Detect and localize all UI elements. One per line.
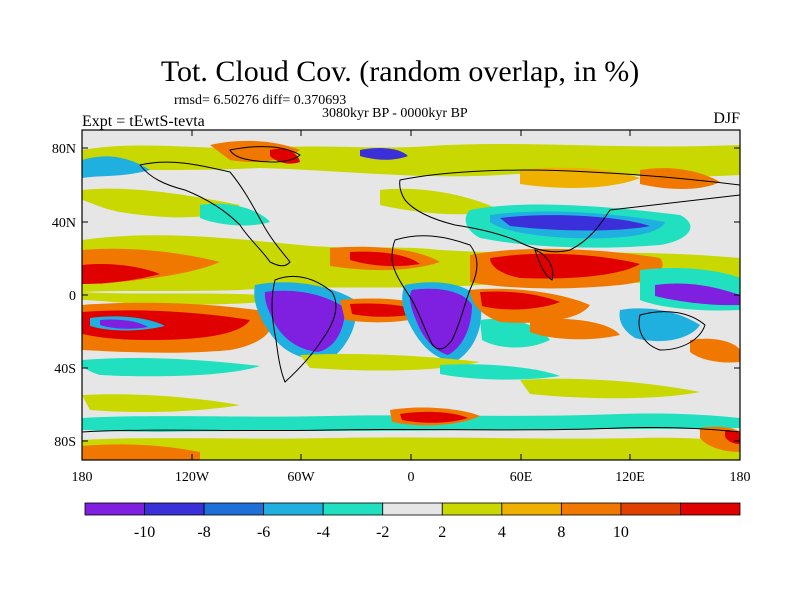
field-region bbox=[350, 251, 420, 267]
time-period: 3080kyr BP - 0000kyr BP bbox=[322, 106, 468, 121]
field-region bbox=[360, 148, 408, 160]
field-region bbox=[520, 378, 700, 399]
lat-tick-label: 40S bbox=[54, 362, 76, 377]
coastline-africa bbox=[391, 235, 478, 350]
field-region bbox=[400, 411, 468, 423]
cloud-cover-field bbox=[82, 130, 740, 460]
coastline-antarctica bbox=[82, 426, 740, 433]
lon-tick-label: 120W bbox=[175, 470, 210, 485]
plot-title: Tot. Cloud Cov. (random overlap, in %) bbox=[160, 55, 640, 88]
field-region bbox=[82, 437, 740, 460]
colorbar-label: 8 bbox=[557, 524, 565, 541]
coastline-eurasia bbox=[399, 169, 740, 253]
colorbar-label: -4 bbox=[317, 524, 330, 541]
experiment-label: Expt = tEwtS-tevta bbox=[82, 113, 205, 130]
colorbar-label: 4 bbox=[498, 524, 506, 541]
colorbar-label: -6 bbox=[257, 524, 270, 541]
field-region bbox=[480, 318, 550, 348]
colorbar-swatch bbox=[382, 502, 443, 516]
lon-tick-label: 60E bbox=[510, 470, 533, 485]
colorbar-swatch bbox=[322, 502, 384, 516]
latitude-axis: 80N 40N 0 40S 80S bbox=[52, 142, 740, 450]
coastline-india bbox=[534, 249, 554, 281]
field-region bbox=[530, 318, 620, 340]
colorbar: -10 -8 -6 -4 -2 2 4 8 10 bbox=[84, 502, 741, 541]
colorbar-label: -10 bbox=[134, 524, 155, 541]
colorbar-swatch bbox=[84, 502, 145, 516]
field-region bbox=[480, 291, 560, 310]
season-label: DJF bbox=[713, 110, 740, 127]
lat-tick-label: 40N bbox=[52, 216, 76, 231]
colorbar-label: 2 bbox=[438, 524, 446, 541]
field-region bbox=[440, 364, 560, 380]
field-region bbox=[380, 188, 500, 215]
field-region bbox=[82, 264, 160, 284]
colorbar-swatch bbox=[263, 502, 324, 516]
coastline-greenland bbox=[229, 146, 301, 163]
colorbar-swatch bbox=[144, 502, 205, 516]
colorbar-swatch bbox=[203, 502, 265, 516]
rmsd-diff-stats: rmsd= 6.50276 diff= 0.370693 bbox=[174, 93, 347, 108]
coastline-north-america bbox=[139, 161, 291, 267]
field-region bbox=[300, 353, 480, 371]
field-region bbox=[82, 156, 150, 178]
longitude-axis: 180 120W 60W 0 60E 120E 180 bbox=[72, 130, 751, 485]
colorbar-swatch bbox=[501, 502, 562, 516]
field-region bbox=[500, 215, 650, 231]
lon-tick-label: 60W bbox=[287, 470, 315, 485]
field-region bbox=[690, 338, 740, 363]
lon-tick-label: 180 bbox=[730, 470, 751, 485]
field-region bbox=[264, 290, 345, 352]
colorbar-swatch bbox=[680, 502, 741, 516]
colorbar-label: 10 bbox=[613, 524, 629, 541]
field-region bbox=[200, 203, 270, 226]
colorbar-swatch bbox=[441, 502, 503, 516]
colorbar-swatch bbox=[560, 502, 622, 516]
field-region bbox=[409, 288, 472, 355]
lon-tick-label: 0 bbox=[408, 470, 415, 485]
field-region bbox=[82, 444, 200, 460]
colorbar-label: -2 bbox=[376, 524, 389, 541]
field-region bbox=[100, 319, 148, 329]
lon-tick-label: 120E bbox=[615, 470, 645, 485]
field-region bbox=[270, 148, 300, 164]
lat-tick-label: 0 bbox=[69, 289, 76, 304]
lon-tick-label: 180 bbox=[72, 470, 93, 485]
coastline-south-america bbox=[271, 275, 337, 383]
field-region bbox=[82, 357, 260, 377]
field-region bbox=[655, 283, 740, 306]
lat-tick-label: 80S bbox=[54, 435, 76, 450]
field-region bbox=[82, 394, 240, 413]
colorbar-swatch bbox=[620, 502, 681, 516]
colorbar-label: -8 bbox=[197, 524, 210, 541]
field-region bbox=[82, 292, 300, 305]
coastline-australia bbox=[638, 311, 706, 351]
field-region bbox=[490, 253, 640, 279]
lat-tick-label: 80N bbox=[52, 142, 76, 157]
coastlines bbox=[82, 146, 740, 433]
